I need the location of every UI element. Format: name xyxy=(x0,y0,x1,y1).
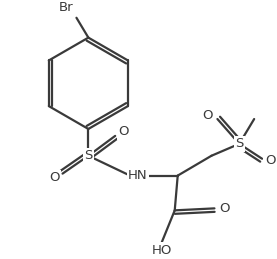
Text: O: O xyxy=(265,154,275,167)
Text: HN: HN xyxy=(128,169,148,182)
Text: Br: Br xyxy=(59,1,74,14)
Text: S: S xyxy=(235,137,243,150)
Text: O: O xyxy=(118,125,128,138)
Text: S: S xyxy=(84,149,93,162)
Text: O: O xyxy=(219,202,230,215)
Text: O: O xyxy=(202,109,213,121)
Text: HO: HO xyxy=(152,243,172,257)
Text: O: O xyxy=(49,171,60,184)
